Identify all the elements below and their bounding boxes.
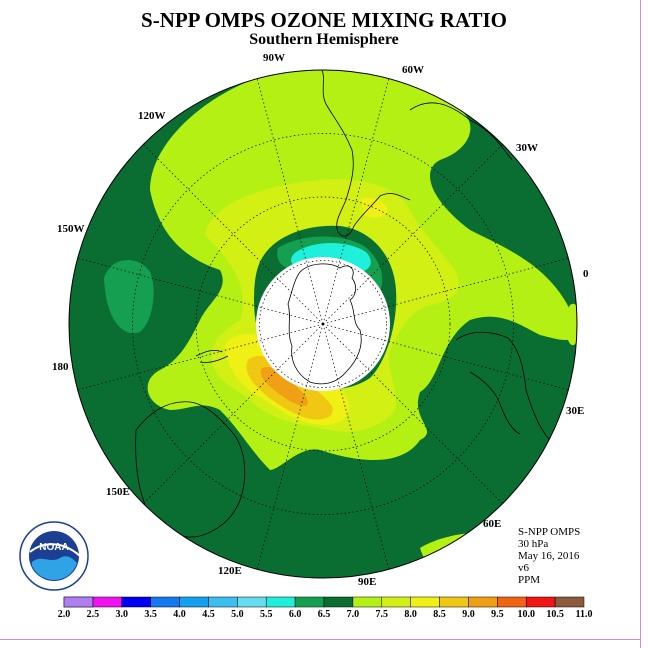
colorbar-swatch bbox=[237, 596, 267, 608]
lon-label-120e: 120E bbox=[218, 565, 242, 577]
colorbar-swatch bbox=[439, 596, 469, 608]
colorbar-swatch bbox=[92, 596, 123, 608]
latitude-circle bbox=[132, 133, 514, 515]
map-title: S-NPP OMPS OZONE MIXING RATIO bbox=[141, 8, 507, 32]
colorbar-tick-label: 9.0 bbox=[462, 609, 475, 620]
colorbar-swatch bbox=[121, 596, 151, 608]
coast-south-america bbox=[321, 70, 411, 237]
colorbar-swatch bbox=[468, 596, 498, 608]
contour-7-0-patch-east bbox=[430, 125, 515, 250]
colorbar bbox=[63, 596, 585, 608]
colorbar-tick-label: 6.5 bbox=[317, 609, 331, 620]
colorbar-swatch bbox=[410, 596, 440, 608]
colorbar-tick-label: 10.5 bbox=[546, 609, 564, 620]
contour-9-5 bbox=[260, 366, 308, 406]
logo-bird bbox=[29, 543, 81, 557]
lon-label-60e: 60E bbox=[483, 518, 502, 530]
colorbar-tick-label: 6.0 bbox=[288, 609, 302, 620]
info-instrument: S-NPP OMPS bbox=[518, 526, 581, 538]
noaa-logo: NOAA bbox=[19, 521, 89, 591]
colorbar-tick-label: 5.5 bbox=[259, 609, 273, 620]
colorbar-tick-label: 3.0 bbox=[115, 609, 129, 620]
colorbar-tick-label: 9.5 bbox=[491, 609, 504, 620]
coast-south-america-east bbox=[409, 102, 513, 161]
latitude-circle bbox=[259, 260, 387, 388]
ozone-field bbox=[69, 70, 577, 578]
colorbar-swatch bbox=[381, 596, 411, 608]
coast-antarctica bbox=[287, 263, 362, 385]
colorbar-tick-label: 4.0 bbox=[173, 609, 186, 620]
colorbar-tick-label: 11.0 bbox=[575, 609, 593, 620]
frame-right bbox=[640, 0, 641, 648]
colorbar-tick-label: 10.0 bbox=[517, 609, 535, 620]
contour-7-5-patch-0 bbox=[566, 303, 577, 346]
lon-label-180: 180 bbox=[52, 361, 69, 373]
colorbar-swatch bbox=[179, 596, 209, 608]
colorbar-tick-label: 8.0 bbox=[404, 609, 417, 620]
lon-label-60w: 60W bbox=[402, 64, 424, 76]
contour-6-5-patch bbox=[104, 259, 154, 334]
colorbar-swatch bbox=[294, 596, 325, 608]
contour-8-5-patch bbox=[360, 198, 388, 218]
globe-outline bbox=[68, 69, 578, 579]
info-level: 30 hPa bbox=[518, 538, 549, 550]
lon-label-150w: 150W bbox=[57, 223, 85, 235]
colorbar-tick-label: 2.0 bbox=[57, 609, 71, 620]
colorbar-tick-label: 7.0 bbox=[346, 609, 360, 620]
colorbar-swatch bbox=[554, 596, 585, 608]
info-units: PPM bbox=[518, 574, 541, 586]
frame-bottom bbox=[0, 639, 641, 640]
latitude-circle bbox=[195, 196, 451, 452]
lon-label-150e: 150E bbox=[106, 486, 130, 498]
lon-label-120w: 120W bbox=[138, 110, 166, 122]
colorbar-tick-label: 5.0 bbox=[231, 609, 244, 620]
colorbar-swatch bbox=[525, 596, 556, 608]
info-date: May 16, 2016 bbox=[518, 550, 580, 562]
lon-label-0: 0 bbox=[583, 268, 589, 280]
logo-wave bbox=[30, 556, 78, 580]
lon-label-90e: 90E bbox=[358, 576, 377, 588]
colorbar-swatch bbox=[352, 596, 383, 608]
colorbar-tick-label: 8.5 bbox=[433, 609, 446, 620]
lon-label-30e: 30E bbox=[566, 405, 585, 417]
colorbar-swatch bbox=[150, 596, 180, 608]
map-subtitle: Southern Hemisphere bbox=[249, 31, 399, 48]
colorbar-tick-label: 2.5 bbox=[86, 609, 100, 620]
coast-africa-south bbox=[469, 371, 521, 435]
info-block: S-NPP OMPS 30 hPa May 16, 2016 v6 PPM bbox=[518, 526, 580, 586]
info-version: v6 bbox=[518, 562, 529, 574]
colorbar-swatch bbox=[497, 596, 527, 608]
colorbar-tick-label: 3.5 bbox=[144, 609, 157, 620]
lon-label-30w: 30W bbox=[516, 142, 538, 154]
colorbar-swatch bbox=[265, 596, 296, 608]
colorbar-swatch bbox=[208, 596, 238, 608]
coast-madagascar bbox=[525, 490, 549, 521]
colorbar-tick-label: 7.5 bbox=[375, 609, 389, 620]
coast-new-zealand bbox=[195, 349, 229, 363]
contour-7-5-patch-south bbox=[420, 532, 534, 578]
graticule bbox=[77, 78, 569, 570]
colorbar-swatch bbox=[63, 596, 94, 608]
logo-text: NOAA bbox=[39, 542, 68, 553]
colorbar-tick-label: 4.5 bbox=[202, 609, 215, 620]
lon-label-90w: 90W bbox=[263, 52, 285, 64]
colorbar-swatch bbox=[323, 596, 354, 608]
